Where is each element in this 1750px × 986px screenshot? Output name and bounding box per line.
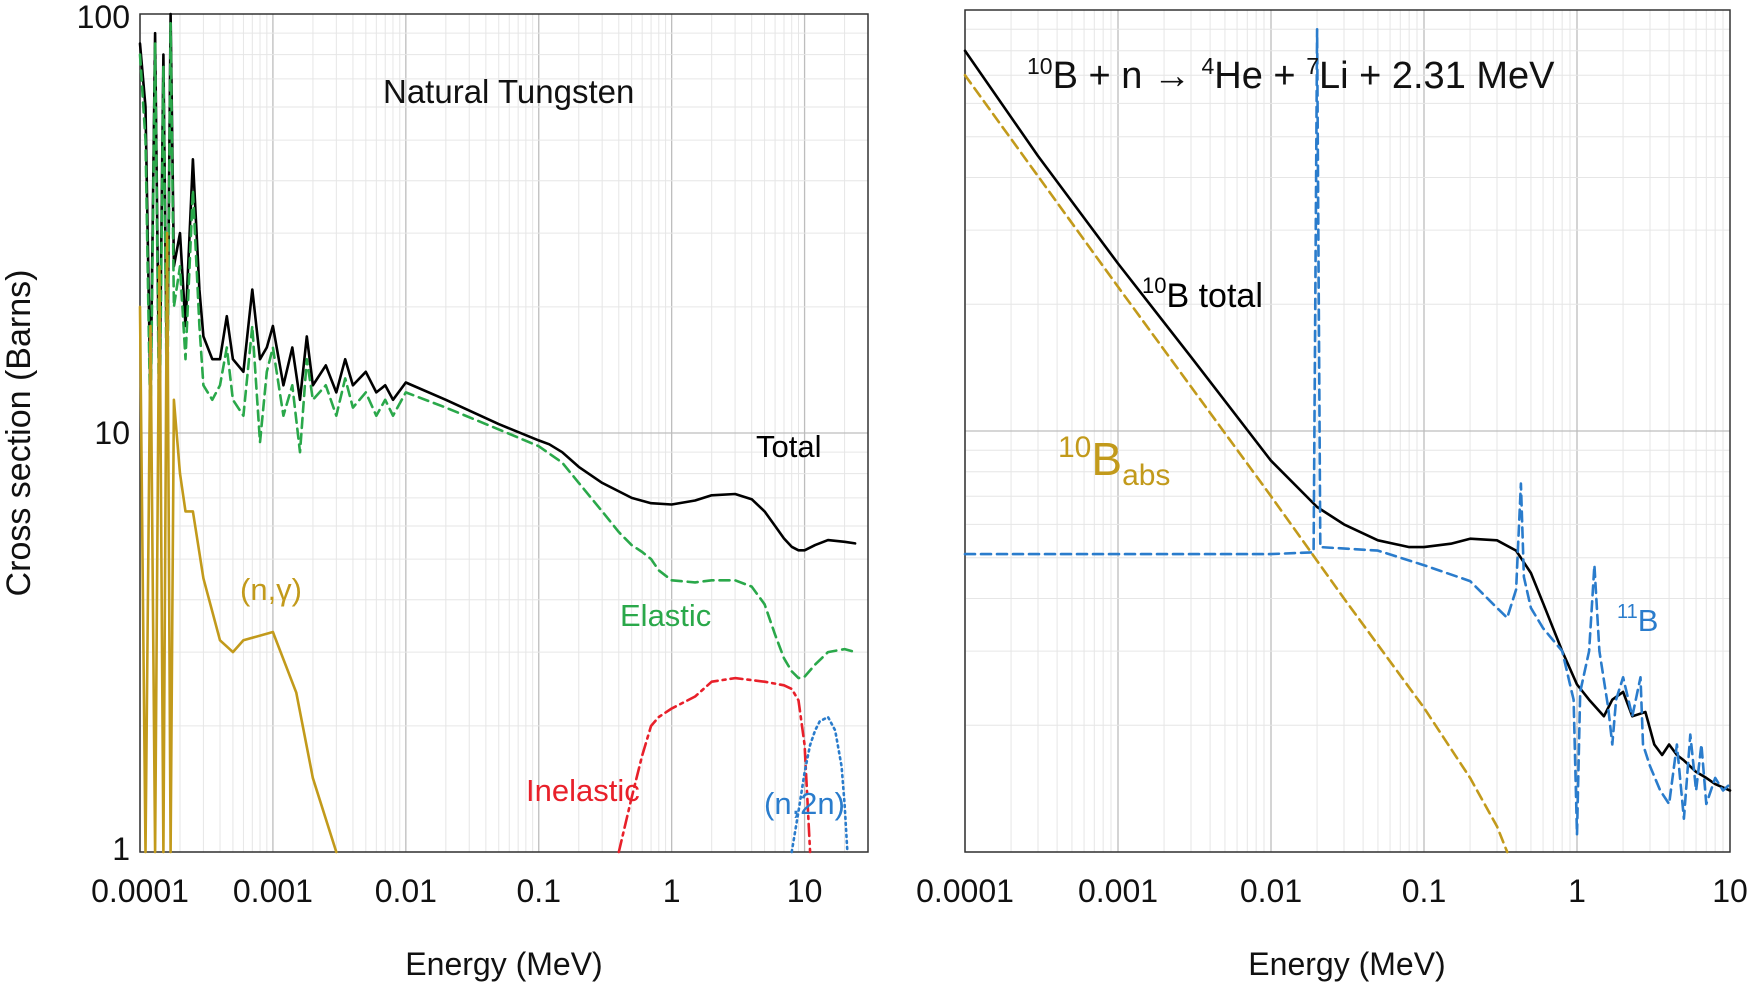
left-chart: 1 10 100 0.0001 0.001 0.01 0.1 1 10 Cross secti… xyxy=(0,0,869,982)
left-chart-title: Natural Tungsten xyxy=(383,73,634,110)
right-series-10b-total xyxy=(963,49,1732,792)
right-series-10babs xyxy=(963,73,1509,854)
annotation-n-gamma: (n,γ) xyxy=(240,572,302,607)
annotation-total: Total xyxy=(756,429,821,464)
right-series-group xyxy=(963,27,1732,854)
left-grid xyxy=(139,14,869,853)
left-series-group xyxy=(138,12,857,854)
left-series--n-2n- xyxy=(790,715,849,854)
left-series-elastic xyxy=(138,21,857,680)
left-x-tick-label: 10 xyxy=(787,873,823,909)
left-x-tick-label: 0.0001 xyxy=(91,873,189,909)
left-y-tick-labels: 1 10 100 xyxy=(77,0,130,867)
left-y-tick-label: 1 xyxy=(112,831,130,867)
right-x-axis-label: Energy (MeV) xyxy=(1248,946,1445,982)
left-x-tick-label: 0.001 xyxy=(233,873,313,909)
left-series-inelastic xyxy=(617,676,812,854)
left-y-tick-label: 10 xyxy=(94,415,130,451)
right-x-tick-labels: 0.0001 0.001 0.01 0.1 1 10 xyxy=(916,873,1748,909)
left-x-tick-label: 1 xyxy=(663,873,681,909)
left-x-tick-label: 0.1 xyxy=(517,873,561,909)
left-x-tick-labels: 0.0001 0.001 0.01 0.1 1 10 xyxy=(91,873,822,909)
left-x-axis-label: Energy (MeV) xyxy=(405,946,602,982)
annotation-inelastic: Inelastic xyxy=(526,773,640,808)
left-series-total xyxy=(138,12,857,552)
annotation-n-2n: (n,2n) xyxy=(764,786,845,821)
left-series--n- xyxy=(138,231,338,854)
right-chart-title: 10B + n → 4He + 7Li + 2.31 MeV xyxy=(1027,53,1555,97)
annotation-10b-total: 10B total xyxy=(1142,273,1263,315)
right-x-tick-label: 0.0001 xyxy=(916,873,1014,909)
annotation-11b: 11B xyxy=(1617,601,1658,638)
right-x-tick-label: 0.001 xyxy=(1078,873,1158,909)
left-y-axis-label: Cross section (Barns) xyxy=(0,270,38,597)
right-series-11b xyxy=(963,27,1732,836)
right-chart: 0.0001 0.001 0.01 0.1 1 10 Energy (MeV) 10B +… xyxy=(916,9,1748,982)
right-x-tick-label: 1 xyxy=(1568,873,1586,909)
annotation-elastic: Elastic xyxy=(620,598,711,633)
annotation-10b-abs: 10Babs xyxy=(1058,431,1170,492)
right-x-tick-label: 10 xyxy=(1712,873,1748,909)
right-x-tick-label: 0.1 xyxy=(1402,873,1446,909)
right-x-tick-label: 0.01 xyxy=(1240,873,1302,909)
right-grid xyxy=(964,10,1730,853)
left-x-tick-label: 0.01 xyxy=(375,873,437,909)
right-plot-frame xyxy=(964,9,1731,853)
left-y-tick-label: 100 xyxy=(77,0,130,35)
